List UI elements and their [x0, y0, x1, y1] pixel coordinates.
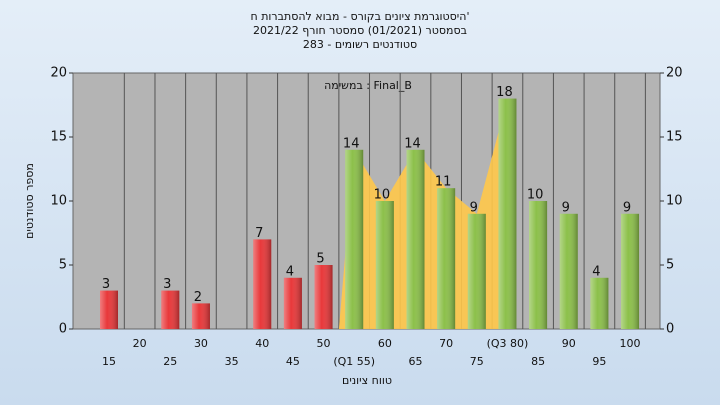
- data-label: 14: [404, 136, 421, 151]
- data-label: 5: [316, 252, 324, 267]
- y2-tick-label: 20: [666, 66, 683, 81]
- bar-shade: [314, 265, 333, 329]
- x-tick-label: (Q1 55): [333, 355, 375, 368]
- chart-title: היסטוגרמת ציונים בקורס - מבוא להסתברות ח…: [251, 10, 470, 23]
- chart-subtitle: סטודנטים רשומים - 283: [303, 38, 417, 51]
- y2-tick-label: 15: [666, 130, 683, 145]
- x-tick-label: 90: [562, 337, 576, 350]
- bar-shade: [559, 213, 578, 329]
- bar-shade: [283, 277, 302, 329]
- bar-shade: [161, 290, 180, 329]
- x-tick-label: 75: [470, 355, 484, 368]
- x-tick-label: 40: [255, 337, 269, 350]
- y2-tick-label: 0: [666, 322, 674, 337]
- y-tick-label: 20: [50, 66, 67, 81]
- x-tick-label: 35: [225, 355, 239, 368]
- bar-shade: [253, 239, 272, 329]
- x-tick-label: 15: [102, 355, 116, 368]
- bar-shade: [467, 213, 486, 329]
- data-label: 10: [527, 188, 544, 203]
- x-tick-label: 85: [531, 355, 545, 368]
- data-label: 4: [286, 264, 294, 279]
- data-label: 14: [343, 136, 360, 151]
- data-label: 3: [163, 277, 171, 292]
- y2-tick-label: 5: [666, 258, 674, 273]
- data-label: 11: [435, 175, 452, 190]
- x-tick-label: 70: [439, 337, 453, 350]
- data-label: 4: [592, 264, 600, 279]
- annotation: במשימה : Final_B: [324, 79, 412, 92]
- x-tick-label: 100: [620, 337, 641, 350]
- x-tick-label: 30: [194, 337, 208, 350]
- x-tick-label: 50: [317, 337, 331, 350]
- x-tick-label: 65: [409, 355, 423, 368]
- data-label: 7: [255, 226, 263, 241]
- y-tick-label: 5: [59, 258, 67, 273]
- y-tick-label: 10: [50, 194, 67, 209]
- bar-shade: [437, 188, 456, 329]
- x-tick-label: (Q3 80): [487, 337, 529, 350]
- bar-shade: [375, 201, 394, 329]
- bar-shade: [529, 201, 548, 329]
- data-label: 3: [102, 277, 110, 292]
- y-tick-label: 15: [50, 130, 67, 145]
- x-tick-label: 95: [592, 355, 606, 368]
- x-tick-label: 20: [133, 337, 147, 350]
- bar-shade: [590, 277, 609, 329]
- bar-shade: [345, 149, 364, 329]
- data-label: 9: [470, 200, 478, 215]
- bar-shade: [406, 149, 425, 329]
- bar-shade: [498, 98, 517, 329]
- data-label: 9: [562, 200, 570, 215]
- x-tick-label: 25: [163, 355, 177, 368]
- x-tick-label: 45: [286, 355, 300, 368]
- data-label: 18: [496, 85, 513, 100]
- data-label: 2: [194, 290, 202, 305]
- bar-shade: [100, 290, 118, 329]
- chart-subtitle: בסמסטר (01/2021) סמסטר חורף 2021/22: [253, 24, 467, 37]
- bar-shade: [621, 213, 640, 329]
- data-label: 10: [374, 188, 391, 203]
- x-axis-label: טווח ציונים: [342, 374, 392, 387]
- y-axis-label: מספר סטודנטים: [23, 163, 36, 239]
- bar-shade: [191, 303, 210, 329]
- y-tick-label: 0: [59, 322, 67, 337]
- x-tick-label: 60: [378, 337, 392, 350]
- data-label: 9: [623, 200, 631, 215]
- y2-tick-label: 10: [666, 194, 683, 209]
